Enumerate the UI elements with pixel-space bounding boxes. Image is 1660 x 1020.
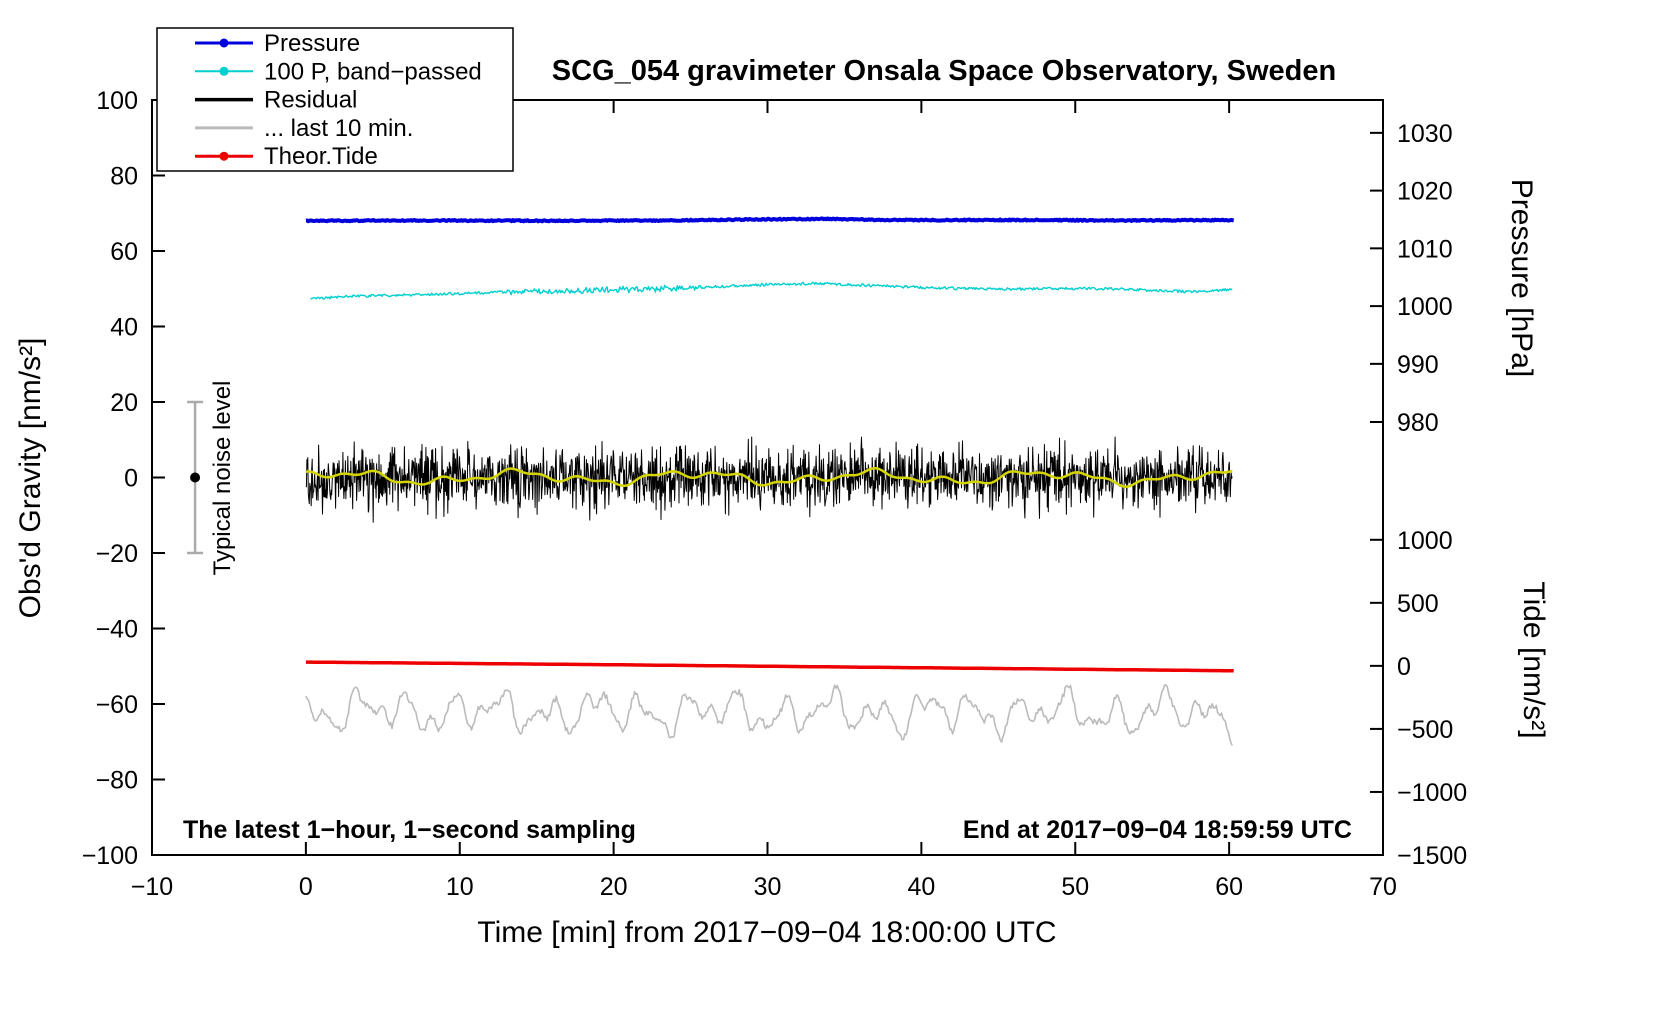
legend-marker-dot: [219, 38, 229, 48]
time-tick-label: 30: [754, 873, 782, 901]
pressure-tick-label: 1010: [1397, 235, 1453, 263]
time-tick-label: 20: [600, 873, 628, 901]
tide-tick-label: −1500: [1397, 842, 1467, 870]
noise-level-indicator: [187, 400, 204, 555]
legend-label: ... last 10 min.: [264, 115, 413, 142]
series-residual-line: [305, 436, 1233, 523]
legend-marker-dot: [219, 151, 229, 161]
gravity-tick-label: −40: [96, 616, 138, 644]
time-tick-label: 0: [299, 873, 313, 901]
gravity-tick-label: 40: [110, 314, 138, 342]
gravity-tick-label: −100: [82, 842, 138, 870]
time-tick-label: 70: [1369, 873, 1397, 901]
chart-title: SCG_054 gravimeter Onsala Space Observat…: [552, 55, 1336, 87]
time-tick-label: 60: [1215, 873, 1243, 901]
series-smoothed-line: [305, 466, 1233, 489]
note-end-time: End at 2017−09−04 18:59:59 UTC: [963, 816, 1352, 844]
x-axis-label: Time [min] from 2017−09−04 18:00:00 UTC: [477, 916, 1056, 949]
gravity-tick-label: 0: [124, 465, 138, 493]
data-series: [305, 216, 1235, 746]
gravity-tick-label: 60: [110, 238, 138, 266]
series-bandpassed-line: [310, 281, 1233, 300]
y-axis-label-tide: Tide [nm/s²]: [1517, 581, 1550, 738]
pressure-tick-label: 980: [1397, 409, 1439, 437]
legend-label: Residual: [264, 87, 357, 114]
gravity-tick-label: 100: [96, 87, 138, 115]
tide-tick-label: 1000: [1397, 527, 1453, 555]
gravity-tick-label: −20: [96, 540, 138, 568]
noise-level-label: Typical noise level: [209, 381, 236, 576]
pressure-tick-label: 1030: [1397, 120, 1453, 148]
plot-frame: [151, 99, 1384, 856]
time-tick-label: 50: [1061, 873, 1089, 901]
gravity-tick-label: 80: [110, 163, 138, 191]
y-axis-label-pressure: Pressure [hPa]: [1505, 179, 1538, 377]
legend-marker-dot: [219, 66, 229, 76]
time-tick-label: 40: [907, 873, 935, 901]
note-sampling: The latest 1−hour, 1−second sampling: [183, 816, 636, 844]
y-axis-label-gravity: Obs'd Gravity [nm/s²]: [14, 338, 47, 619]
time-tick-label: 10: [446, 873, 474, 901]
legend-label: Pressure: [264, 30, 360, 57]
time-tick-label: −10: [131, 873, 173, 901]
legend-label: 100 P, band−passed: [264, 58, 482, 85]
legend-label: Theor.Tide: [264, 143, 378, 170]
series-pressure-line: [305, 216, 1235, 224]
tide-tick-label: 500: [1397, 590, 1439, 618]
noise-bar-dot: [190, 472, 201, 483]
pressure-tick-label: 1020: [1397, 178, 1453, 206]
tide-tick-label: −1000: [1397, 779, 1467, 807]
series-tide-line: [305, 660, 1234, 673]
gravity-tick-label: −80: [96, 767, 138, 795]
pressure-tick-label: 1000: [1397, 293, 1453, 321]
gravity-tick-label: 20: [110, 389, 138, 417]
series-last10-line: [305, 684, 1233, 746]
legend-box: [156, 27, 514, 172]
pressure-tick-label: 990: [1397, 351, 1439, 379]
gravity-tick-label: −60: [96, 691, 138, 719]
tide-tick-label: −500: [1397, 716, 1453, 744]
tide-tick-label: 0: [1397, 653, 1411, 681]
